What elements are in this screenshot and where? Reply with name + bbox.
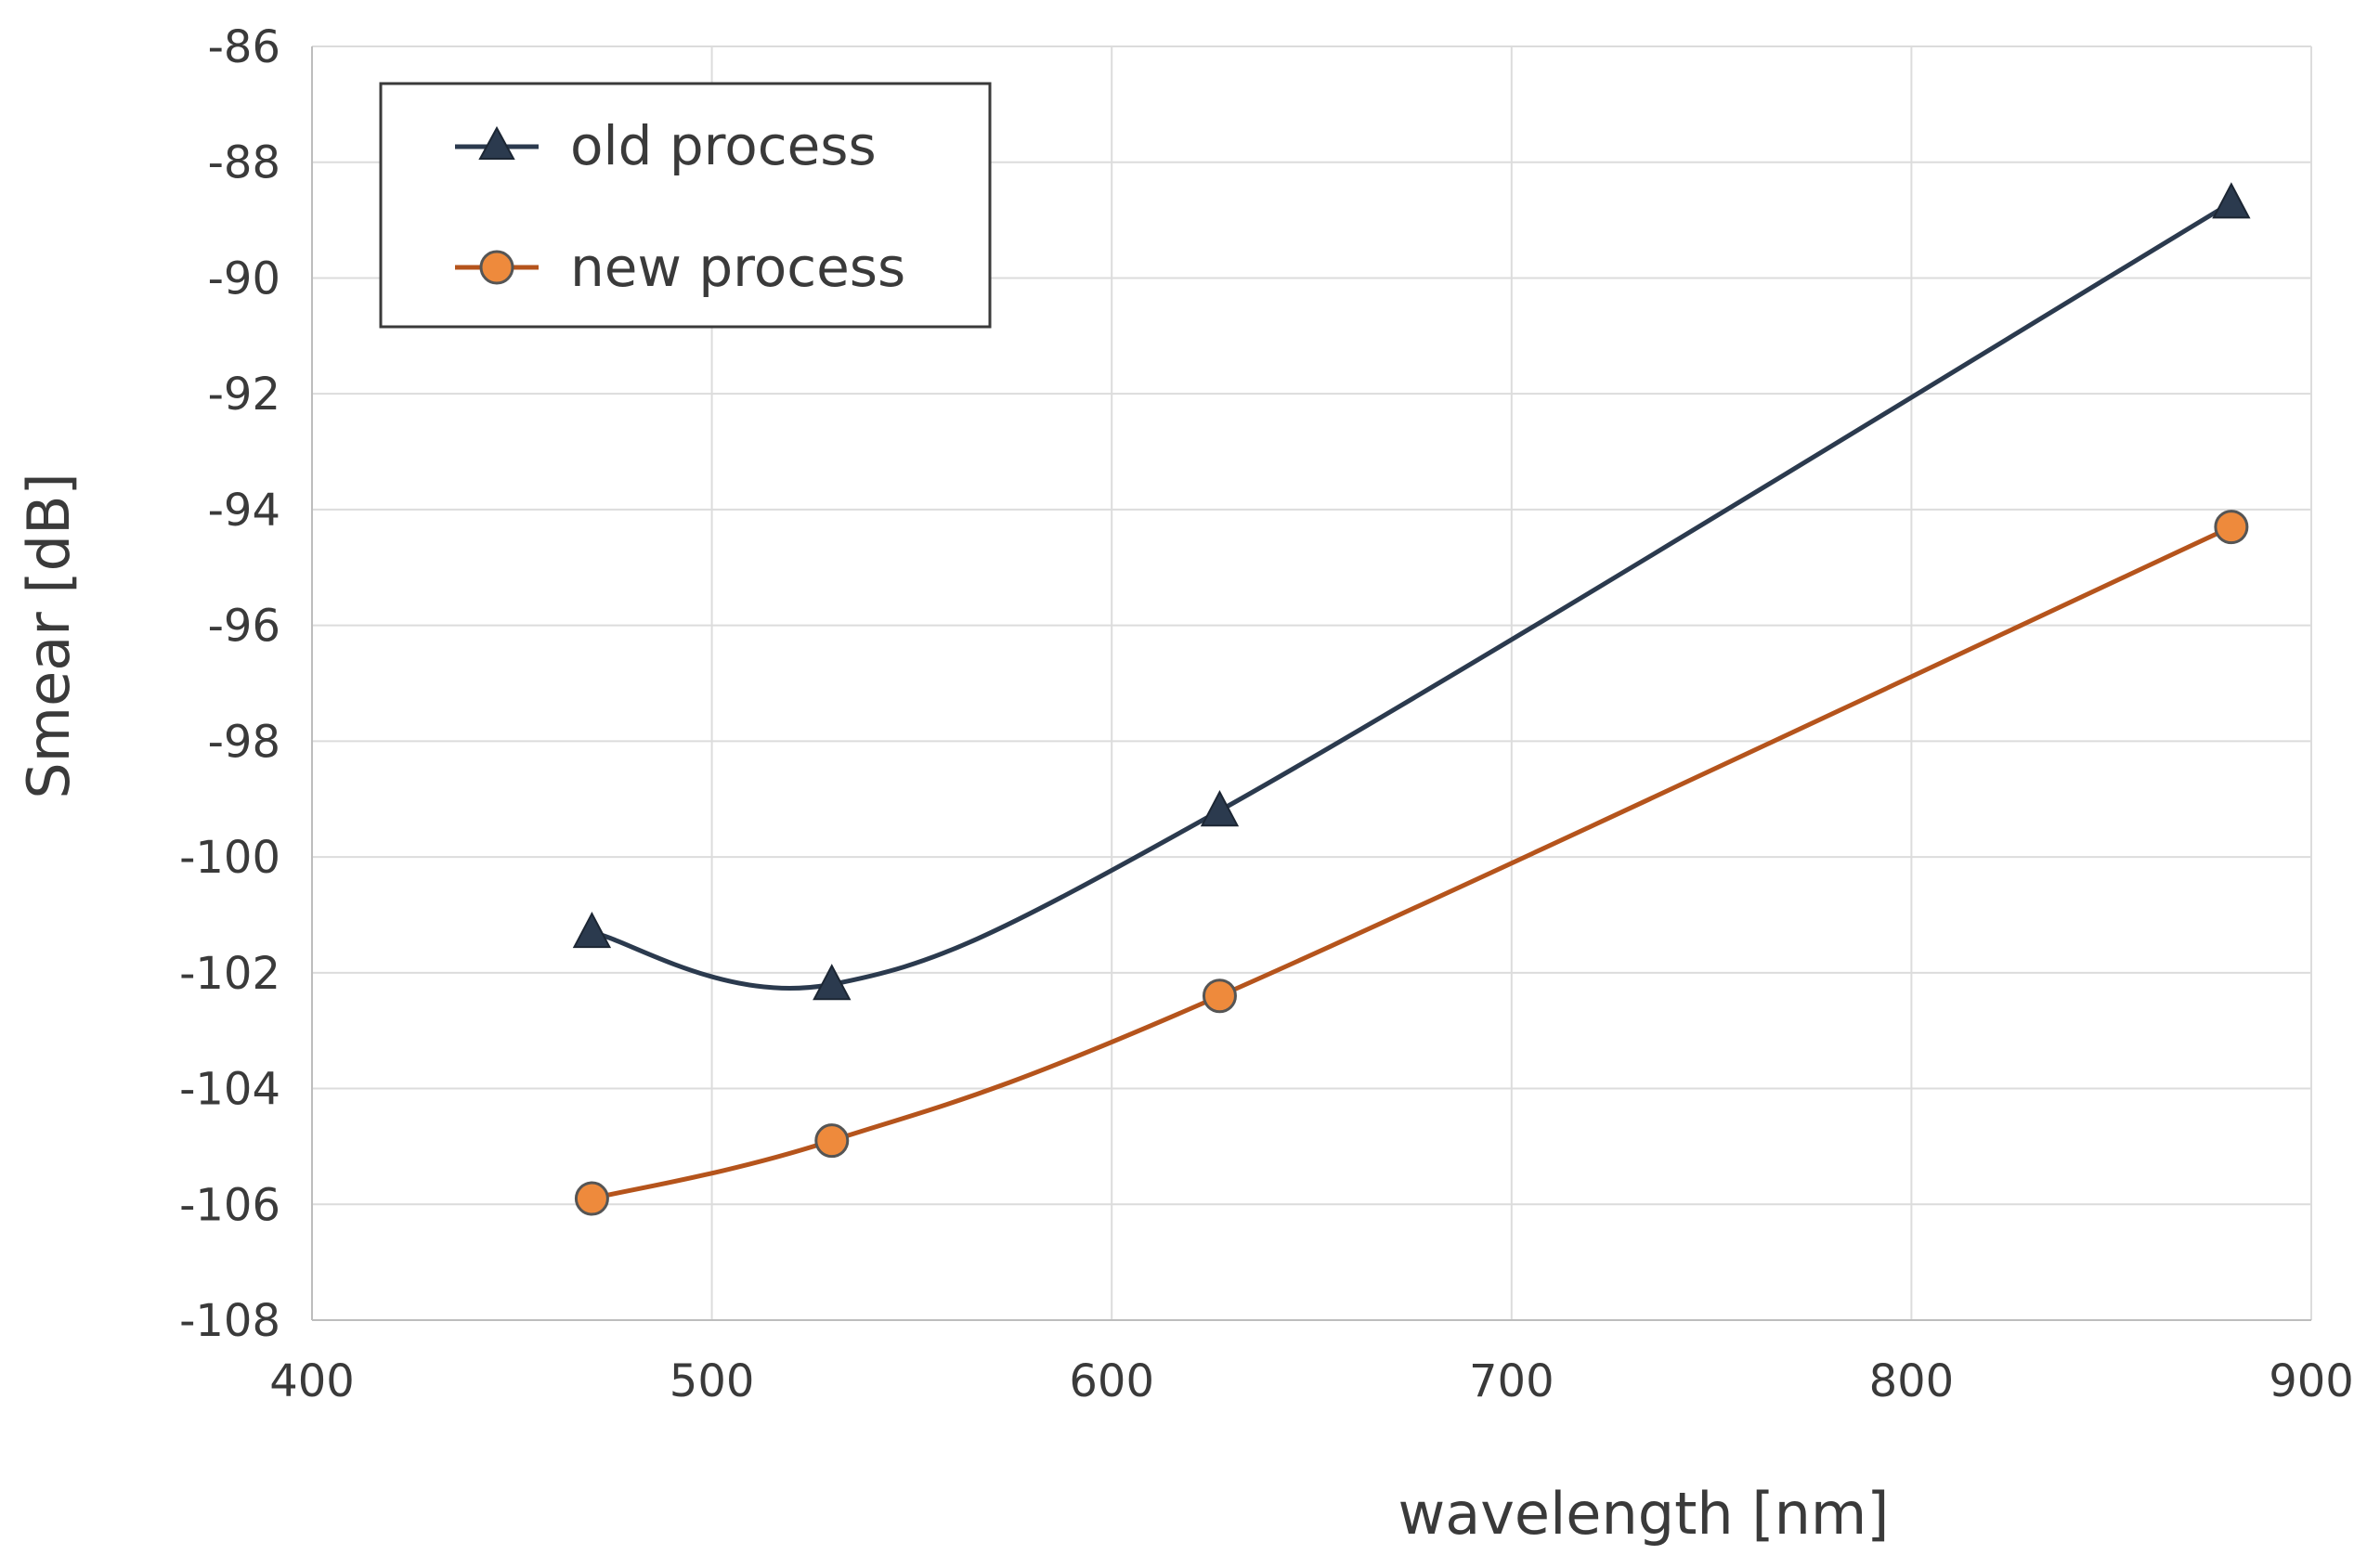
legend: old process new process	[379, 82, 992, 329]
legend-box	[379, 82, 992, 329]
y-tick-label: -102	[179, 948, 280, 1000]
x-tick-label: 400	[269, 1355, 355, 1407]
x-tick-label: 800	[1869, 1355, 1955, 1407]
axis-layer: -86 -88 -90 -92 -94 -96 -98 -100 -102 -104 -106 -10…	[179, 21, 2354, 1407]
y-tick-label: -94	[208, 485, 280, 537]
data-point-old-process	[572, 912, 612, 949]
y-tick-label: -86	[208, 21, 280, 73]
y-tick-label: -88	[208, 137, 280, 189]
x-tick-label: 900	[2269, 1355, 2354, 1407]
x-tick-label: 500	[670, 1355, 755, 1407]
data-point-new-process	[574, 1181, 609, 1216]
x-tick-label: 700	[1469, 1355, 1554, 1407]
data-point-new-process	[1202, 978, 1237, 1014]
data-point-new-process	[2214, 510, 2249, 545]
x-tick-label: 600	[1069, 1355, 1154, 1407]
y-tick-label: -96	[208, 601, 280, 653]
legend-label-old-process: old process	[570, 114, 877, 177]
y-axis-title: Smear [dB]	[15, 473, 83, 798]
x-axis-title: wavelength [nm]	[1398, 1480, 1890, 1548]
series-line-old-process	[591, 201, 2233, 991]
y-tick-label: -104	[179, 1064, 280, 1116]
y-tick-label: -92	[208, 369, 280, 421]
data-point-old-process	[2212, 182, 2251, 219]
legend-marker-triangle	[478, 125, 515, 160]
y-tick-label: -90	[208, 253, 280, 305]
series-line-new-process	[591, 525, 2232, 1201]
series-layer	[572, 182, 2251, 1216]
y-tick-label: -98	[208, 716, 280, 768]
y-tick-label: -100	[179, 832, 280, 884]
data-point-new-process	[814, 1123, 850, 1159]
legend-label-new-process: new process	[570, 236, 905, 299]
legend-marker-circle	[479, 250, 514, 285]
data-point-old-process	[813, 964, 852, 1001]
y-tick-label: -106	[179, 1179, 280, 1231]
y-tick-label: -108	[179, 1295, 280, 1347]
data-point-old-process	[1200, 790, 1240, 827]
